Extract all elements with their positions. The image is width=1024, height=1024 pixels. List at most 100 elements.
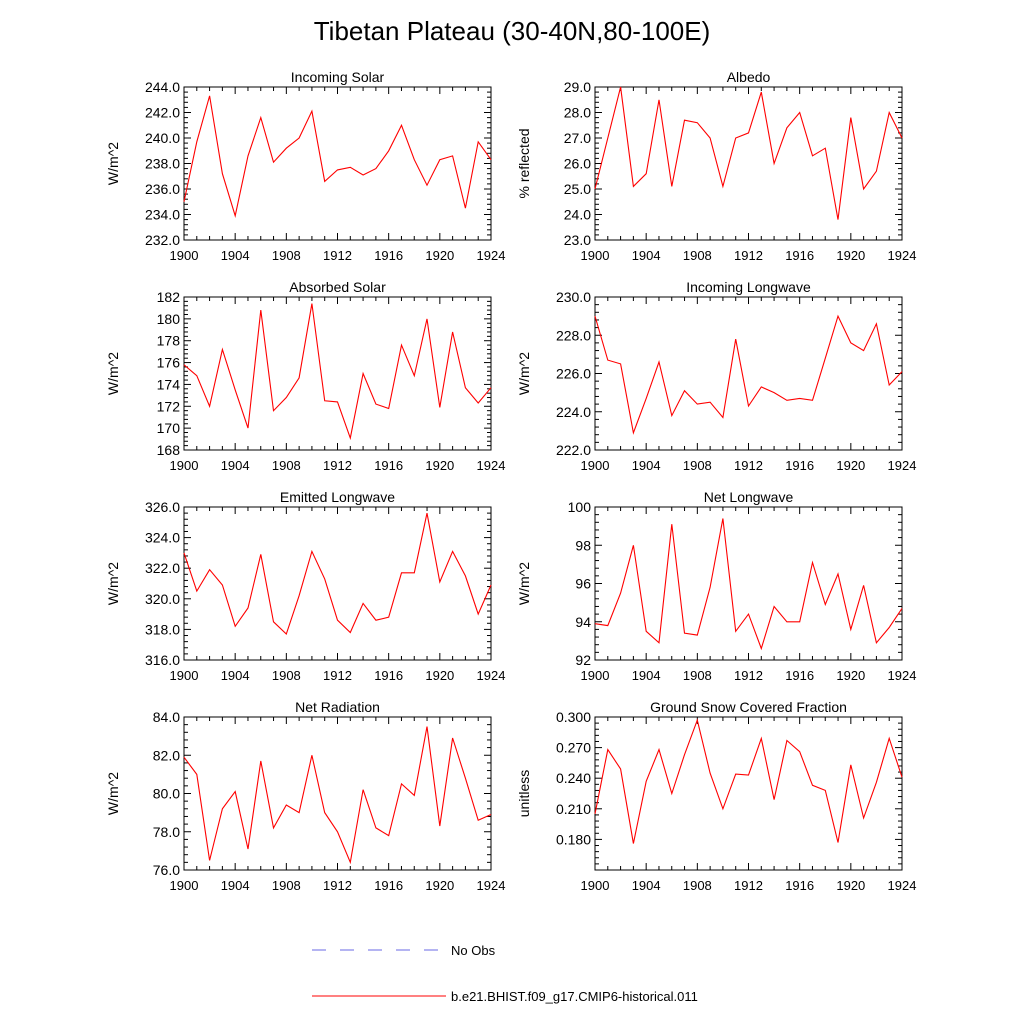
x-tick-label: 1904 bbox=[221, 248, 250, 263]
series-line bbox=[594, 718, 903, 844]
series-line bbox=[183, 512, 492, 635]
x-tick-label: 1900 bbox=[170, 668, 199, 683]
y-tick-label: 316.0 bbox=[145, 652, 180, 668]
y-tick-label: 78.0 bbox=[153, 824, 180, 840]
x-tick-label: 1916 bbox=[374, 248, 403, 263]
panel-albedo: Albedo % reflected 1900 1904 1908 1912 1916 192… bbox=[516, 69, 916, 263]
y-tick-label: 24.0 bbox=[564, 207, 591, 223]
y-tick-label: 182 bbox=[157, 289, 181, 305]
y-axis-label: W/m^2 bbox=[105, 142, 121, 185]
x-tick-label: 1920 bbox=[425, 248, 454, 263]
y-axis-label: W/m^2 bbox=[105, 352, 121, 395]
y-tick-label: 234.0 bbox=[145, 207, 180, 223]
plot-frame bbox=[183, 86, 492, 241]
x-tick-label: 1904 bbox=[632, 458, 661, 473]
legend-label-model: b.e21.BHIST.f09_g17.CMIP6-historical.011 bbox=[451, 989, 698, 1004]
x-tick-label: 1916 bbox=[785, 878, 814, 893]
y-tick-label: 242.0 bbox=[145, 105, 180, 121]
x-tick-label: 1904 bbox=[221, 458, 250, 473]
panel-title: Incoming Solar bbox=[291, 69, 385, 85]
y-tick-label: 222.0 bbox=[556, 442, 591, 458]
y-tick-label: 174 bbox=[157, 376, 181, 392]
legend: No Obs b.e21.BHIST.f09_g17.CMIP6-histori… bbox=[312, 943, 698, 1004]
y-tick-label: 96 bbox=[575, 576, 591, 592]
y-tick-label: 0.210 bbox=[556, 801, 591, 817]
x-tick-label: 1900 bbox=[170, 458, 199, 473]
y-tick-label: 324.0 bbox=[145, 530, 180, 546]
y-tick-label: 26.0 bbox=[564, 156, 591, 172]
x-tick-label: 1912 bbox=[734, 458, 763, 473]
panel-ground-snow-covered-fraction: Ground Snow Covered Fraction unitless 1900… bbox=[516, 699, 916, 893]
y-tick-label: 172 bbox=[157, 398, 181, 414]
y-tick-label: 224.0 bbox=[556, 404, 591, 420]
x-tick-label: 1920 bbox=[836, 668, 865, 683]
series-line bbox=[183, 95, 492, 218]
x-tick-label: 1920 bbox=[425, 668, 454, 683]
x-tick-label: 1920 bbox=[836, 248, 865, 263]
x-tick-label: 1900 bbox=[581, 878, 610, 893]
y-tick-label: 230.0 bbox=[556, 289, 591, 305]
panel-title: Albedo bbox=[727, 69, 771, 85]
y-axis-label: W/m^2 bbox=[105, 562, 121, 605]
y-tick-label: 84.0 bbox=[153, 709, 180, 725]
y-tick-label: 27.0 bbox=[564, 130, 591, 146]
y-axis-label: % reflected bbox=[516, 128, 532, 198]
y-tick-label: 76.0 bbox=[153, 862, 180, 878]
panel-emitted-longwave: Emitted Longwave W/m^2 1900 1904 1908 1912 191… bbox=[105, 489, 505, 683]
y-tick-label: 170 bbox=[157, 420, 181, 436]
y-tick-label: 176 bbox=[157, 355, 181, 371]
y-tick-label: 180 bbox=[157, 311, 181, 327]
series-line bbox=[183, 726, 492, 865]
x-tick-label: 1920 bbox=[425, 878, 454, 893]
panel-incoming-solar: Incoming Solar W/m^2 1900 1904 1908 1912 1916 1… bbox=[105, 69, 505, 263]
y-tick-label: 98 bbox=[575, 537, 591, 553]
panel-title: Absorbed Solar bbox=[289, 279, 386, 295]
y-tick-label: 168 bbox=[157, 442, 181, 458]
y-tick-label: 28.0 bbox=[564, 105, 591, 121]
y-tick-label: 326.0 bbox=[145, 499, 180, 515]
x-tick-label: 1924 bbox=[888, 248, 917, 263]
x-tick-label: 1920 bbox=[836, 458, 865, 473]
x-tick-label: 1912 bbox=[734, 248, 763, 263]
x-tick-label: 1920 bbox=[836, 878, 865, 893]
y-tick-label: 0.300 bbox=[556, 709, 591, 725]
y-tick-label: 80.0 bbox=[153, 786, 180, 802]
series-line bbox=[594, 518, 903, 651]
x-tick-label: 1912 bbox=[323, 248, 352, 263]
x-tick-label: 1900 bbox=[581, 248, 610, 263]
x-tick-label: 1908 bbox=[683, 668, 712, 683]
panel-net-radiation: Net Radiation W/m^2 1900 1904 1908 1912 1916 19… bbox=[105, 699, 505, 893]
y-tick-label: 29.0 bbox=[564, 79, 591, 95]
panel-title: Ground Snow Covered Fraction bbox=[650, 699, 847, 715]
y-tick-label: 92 bbox=[575, 652, 591, 668]
plot-frame bbox=[594, 716, 903, 871]
x-tick-label: 1908 bbox=[272, 248, 301, 263]
series-line bbox=[594, 314, 903, 435]
y-tick-label: 236.0 bbox=[145, 181, 180, 197]
series-line bbox=[594, 86, 903, 220]
y-tick-label: 0.240 bbox=[556, 770, 591, 786]
x-tick-label: 1916 bbox=[374, 878, 403, 893]
x-tick-label: 1908 bbox=[683, 248, 712, 263]
panel-title: Net Radiation bbox=[295, 699, 380, 715]
figure-title: Tibetan Plateau (30-40N,80-100E) bbox=[314, 16, 711, 46]
y-tick-label: 0.180 bbox=[556, 831, 591, 847]
x-tick-label: 1900 bbox=[581, 458, 610, 473]
x-tick-label: 1924 bbox=[477, 248, 506, 263]
x-tick-label: 1900 bbox=[581, 668, 610, 683]
x-tick-label: 1920 bbox=[425, 458, 454, 473]
y-tick-label: 228.0 bbox=[556, 327, 591, 343]
plot-frame bbox=[183, 506, 492, 661]
panel-net-longwave: Net Longwave W/m^2 1900 1904 1908 1912 1916 192… bbox=[516, 489, 916, 683]
x-tick-label: 1904 bbox=[221, 668, 250, 683]
plot-frame bbox=[594, 506, 903, 661]
y-axis-label: W/m^2 bbox=[105, 772, 121, 815]
y-tick-label: 25.0 bbox=[564, 181, 591, 197]
panel-incoming-longwave: Incoming Longwave W/m^2 1900 1904 1908 1912 19… bbox=[516, 279, 916, 473]
y-tick-label: 178 bbox=[157, 333, 181, 349]
x-tick-label: 1924 bbox=[888, 878, 917, 893]
x-tick-label: 1908 bbox=[683, 878, 712, 893]
x-tick-label: 1916 bbox=[785, 668, 814, 683]
y-axis-label: unitless bbox=[516, 770, 532, 817]
